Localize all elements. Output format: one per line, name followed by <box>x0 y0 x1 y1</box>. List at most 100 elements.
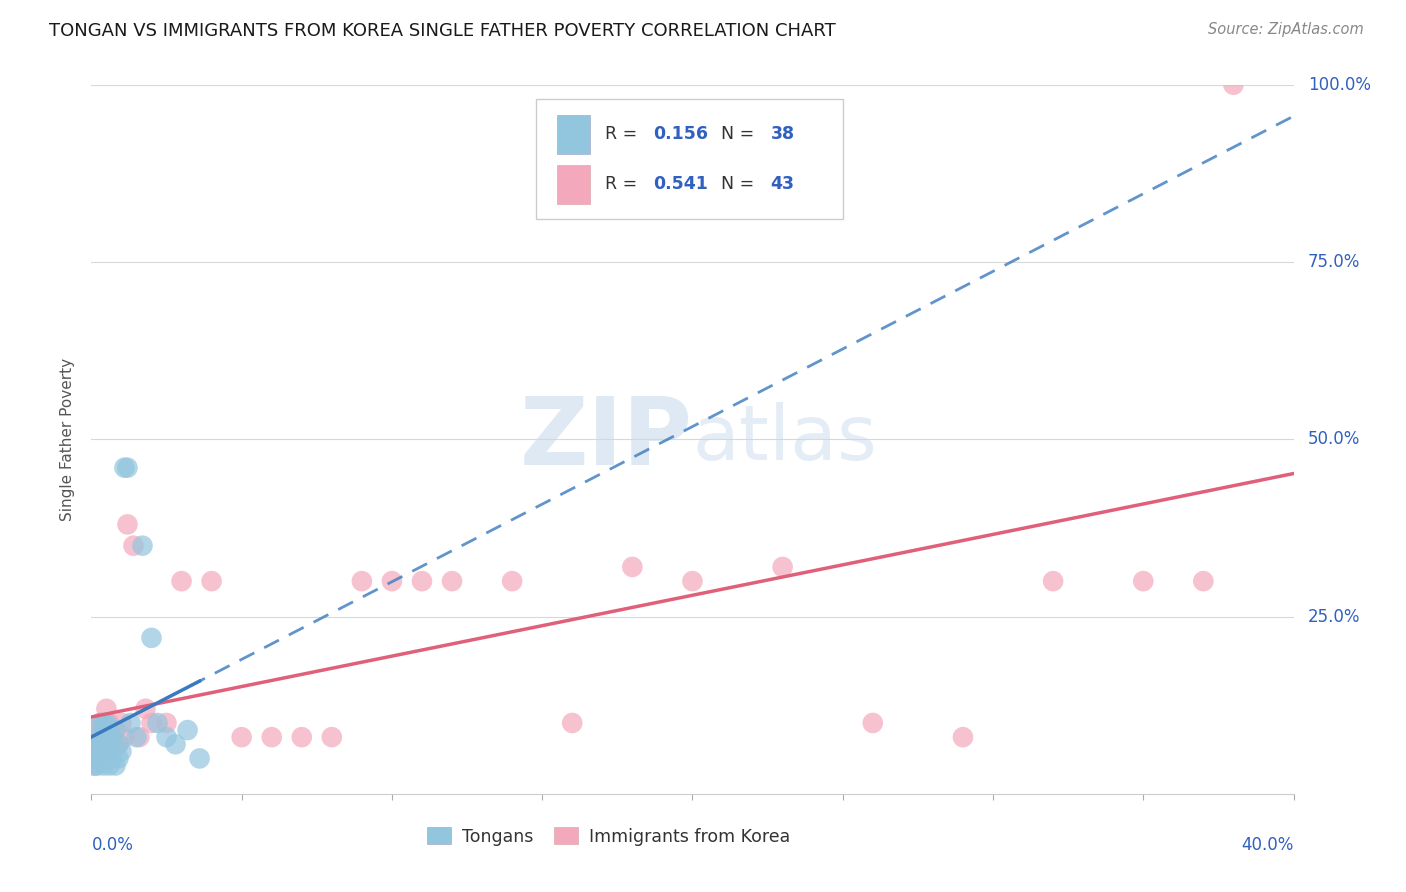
Point <box>176 723 198 737</box>
Point <box>96 751 118 765</box>
Text: 0.541: 0.541 <box>652 175 707 193</box>
Point <box>114 730 136 744</box>
Point <box>1222 78 1244 92</box>
Point <box>117 517 139 532</box>
FancyBboxPatch shape <box>536 99 842 219</box>
Point <box>117 460 139 475</box>
Point <box>101 730 124 744</box>
Text: 50.0%: 50.0% <box>1308 430 1361 449</box>
Point <box>188 751 211 765</box>
Text: 38: 38 <box>770 126 794 144</box>
Point <box>98 737 121 751</box>
Point <box>93 737 115 751</box>
Point <box>89 715 111 730</box>
Point <box>120 715 142 730</box>
Point <box>104 758 127 772</box>
Point <box>134 702 156 716</box>
Text: atlas: atlas <box>692 402 877 476</box>
Point <box>89 737 111 751</box>
Legend: Tongans, Immigrants from Korea: Tongans, Immigrants from Korea <box>420 821 797 853</box>
Point <box>83 758 105 772</box>
Point <box>93 715 115 730</box>
Point <box>96 737 118 751</box>
Point <box>96 715 118 730</box>
Point <box>291 730 314 744</box>
Point <box>89 744 111 758</box>
Point <box>93 758 115 772</box>
Point <box>862 715 884 730</box>
Point <box>98 715 121 730</box>
Point <box>501 574 523 589</box>
Point <box>110 744 132 758</box>
Point <box>98 744 121 758</box>
Point <box>96 702 118 716</box>
Point <box>83 737 105 751</box>
Point <box>96 730 118 744</box>
Point <box>231 730 253 744</box>
Point <box>83 751 105 765</box>
Point <box>260 730 283 744</box>
Text: 75.0%: 75.0% <box>1308 253 1361 271</box>
Point <box>89 715 111 730</box>
Point <box>125 730 148 744</box>
Point <box>104 723 127 737</box>
Text: 43: 43 <box>770 175 794 193</box>
Point <box>170 574 193 589</box>
Point <box>165 737 187 751</box>
Text: R =: R = <box>605 126 643 144</box>
Point <box>201 574 224 589</box>
Point <box>96 730 118 744</box>
Point <box>141 715 163 730</box>
Point <box>440 574 463 589</box>
Point <box>107 737 129 751</box>
Text: 0.156: 0.156 <box>652 126 707 144</box>
Point <box>146 715 169 730</box>
Point <box>141 631 163 645</box>
Text: N =: N = <box>710 175 761 193</box>
Point <box>772 560 794 574</box>
Point <box>101 751 124 765</box>
Point <box>86 723 108 737</box>
Point <box>411 574 433 589</box>
Point <box>681 574 703 589</box>
Point <box>131 539 153 553</box>
Point <box>93 744 115 758</box>
Text: 100.0%: 100.0% <box>1308 76 1371 94</box>
Point <box>621 560 644 574</box>
Point <box>89 751 111 765</box>
Bar <box>557 164 591 203</box>
Point <box>86 758 108 772</box>
Y-axis label: Single Father Poverty: Single Father Poverty <box>60 358 76 521</box>
Point <box>101 730 124 744</box>
Point <box>128 730 150 744</box>
Point <box>86 751 108 765</box>
Point <box>561 715 583 730</box>
Point <box>86 744 108 758</box>
Point <box>83 758 105 772</box>
Point <box>952 730 974 744</box>
Point <box>122 539 145 553</box>
Text: TONGAN VS IMMIGRANTS FROM KOREA SINGLE FATHER POVERTY CORRELATION CHART: TONGAN VS IMMIGRANTS FROM KOREA SINGLE F… <box>49 22 837 40</box>
Point <box>83 730 105 744</box>
Point <box>104 723 127 737</box>
Bar <box>557 115 591 154</box>
Point <box>350 574 373 589</box>
Text: ZIP: ZIP <box>520 393 692 485</box>
Point <box>114 460 136 475</box>
Text: 25.0%: 25.0% <box>1308 607 1361 625</box>
Point <box>321 730 343 744</box>
Point <box>93 730 115 744</box>
Text: 40.0%: 40.0% <box>1241 837 1294 855</box>
Point <box>107 751 129 765</box>
Text: 0.0%: 0.0% <box>91 837 134 855</box>
Point <box>86 730 108 744</box>
Point <box>98 758 121 772</box>
Point <box>1192 574 1215 589</box>
Text: Source: ZipAtlas.com: Source: ZipAtlas.com <box>1208 22 1364 37</box>
Point <box>1042 574 1064 589</box>
Text: R =: R = <box>605 175 643 193</box>
Point <box>381 574 404 589</box>
Point <box>155 730 177 744</box>
Point <box>1132 574 1154 589</box>
Point <box>98 723 121 737</box>
